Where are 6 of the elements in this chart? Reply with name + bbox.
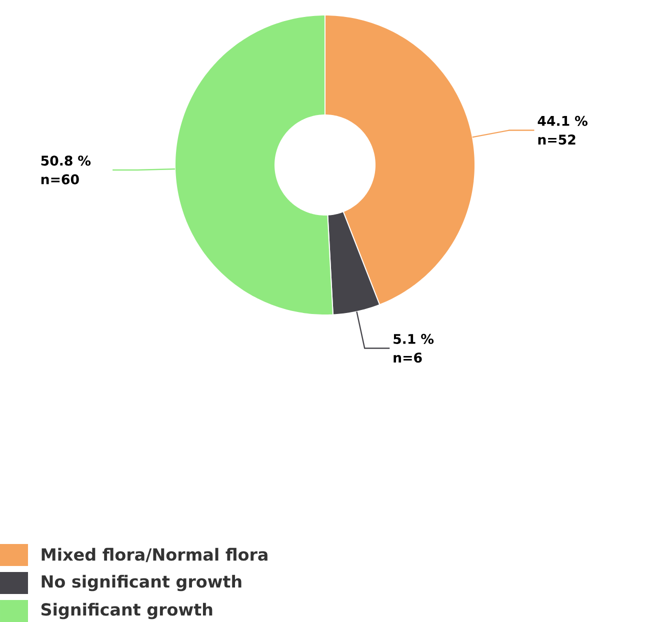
data-label: 44.1 % n=52 [538,116,588,145]
legend-label: Significant growth [41,602,212,620]
data-label: 50.8 % n=60 [41,156,91,184]
legend-label: Mixed flora/Normal flora [42,548,268,562]
legend-label: No significant growth [42,574,242,592]
data-label: 5.1 % n=6 [394,334,434,363]
